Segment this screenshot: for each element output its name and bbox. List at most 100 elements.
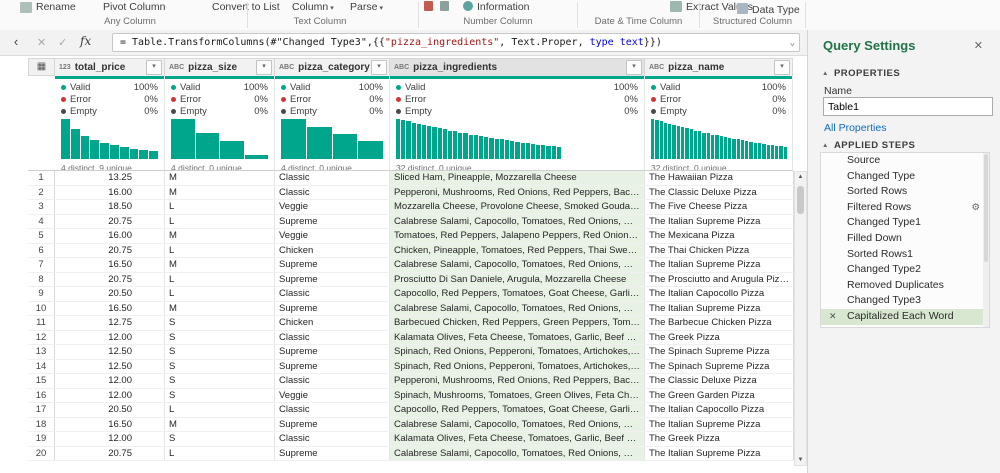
cell-pizza_ingredients[interactable]: Pepperoni, Mushrooms, Red Onions, Red Pe… xyxy=(390,185,645,199)
formula-input[interactable]: = Table.TransformColumns(#"Changed Type3… xyxy=(112,33,800,52)
filter-dropdown-icon[interactable]: ▾ xyxy=(256,60,272,75)
cell-pizza_size[interactable]: S xyxy=(165,374,275,388)
cell-pizza_ingredients[interactable]: Barbecued Chicken, Red Peppers, Green Pe… xyxy=(390,316,645,330)
cell-pizza_size[interactable]: M xyxy=(165,229,275,243)
cell-pizza_name[interactable]: The Italian Supreme Pizza xyxy=(645,417,794,431)
cell-pizza_name[interactable]: The Green Garden Pizza xyxy=(645,388,794,402)
filter-dropdown-icon[interactable]: ▾ xyxy=(371,60,387,75)
cell-total_price[interactable]: 16.50 xyxy=(55,417,165,431)
cell-pizza_ingredients[interactable]: Kalamata Olives, Feta Cheese, Tomatoes, … xyxy=(390,432,645,446)
all-properties-link[interactable]: All Properties xyxy=(824,122,887,134)
applied-steps-section-header[interactable]: ▲ APPLIED STEPS xyxy=(822,140,915,151)
ribbon-button-column[interactable]: Column ▾ xyxy=(292,1,334,13)
cell-pizza_size[interactable]: S xyxy=(165,330,275,344)
cell-pizza_name[interactable]: The Five Cheese Pizza xyxy=(645,200,794,214)
applied-step-changed-type[interactable]: Changed Type xyxy=(821,169,989,185)
applied-step-capitalized-each-word[interactable]: ✕ Capitalized Each Word xyxy=(821,308,989,325)
cell-pizza_category[interactable]: Supreme xyxy=(275,359,390,373)
cell-pizza_name[interactable]: The Italian Capocollo Pizza xyxy=(645,403,794,417)
query-name-input[interactable] xyxy=(823,97,993,116)
cell-pizza_ingredients[interactable]: Calabrese Salami, Capocollo, Tomatoes, R… xyxy=(390,301,645,315)
cell-pizza_category[interactable]: Veggie xyxy=(275,229,390,243)
cell-pizza_size[interactable]: M xyxy=(165,417,275,431)
cell-total_price[interactable]: 12.00 xyxy=(55,388,165,402)
cell-total_price[interactable]: 20.75 xyxy=(55,446,165,460)
cell-pizza_ingredients[interactable]: Spinach, Red Onions, Pepperoni, Tomatoes… xyxy=(390,345,645,359)
cell-pizza_category[interactable]: Supreme xyxy=(275,417,390,431)
cell-pizza_ingredients[interactable]: Capocollo, Red Peppers, Tomatoes, Goat C… xyxy=(390,403,645,417)
filter-dropdown-icon[interactable]: ▾ xyxy=(626,60,642,75)
scrollbar-thumb[interactable] xyxy=(984,154,988,262)
cell-pizza_size[interactable]: M xyxy=(165,258,275,272)
applied-step-changed-type3[interactable]: Changed Type3 xyxy=(821,293,989,309)
ribbon-button-pivot-column[interactable]: Pivot Column xyxy=(103,1,166,13)
cell-pizza_ingredients[interactable]: Kalamata Olives, Feta Cheese, Tomatoes, … xyxy=(390,330,645,344)
cell-pizza_ingredients[interactable]: Pepperoni, Mushrooms, Red Onions, Red Pe… xyxy=(390,374,645,388)
cell-total_price[interactable]: 16.00 xyxy=(55,229,165,243)
cell-pizza_category[interactable]: Classic xyxy=(275,185,390,199)
cell-pizza_category[interactable]: Supreme xyxy=(275,214,390,228)
properties-section-header[interactable]: ▲ PROPERTIES xyxy=(822,68,900,79)
cell-pizza_category[interactable]: Chicken xyxy=(275,243,390,257)
scrollbar-thumb[interactable] xyxy=(797,186,804,214)
cancel-formula-icon[interactable]: ✕ xyxy=(37,37,47,49)
cell-pizza_size[interactable]: S xyxy=(165,359,275,373)
cell-pizza_name[interactable]: The Thai Chicken Pizza xyxy=(645,243,794,257)
cell-pizza_category[interactable]: Veggie xyxy=(275,388,390,402)
scroll-up-icon[interactable]: ▲ xyxy=(797,174,804,180)
steps-scrollbar[interactable] xyxy=(983,153,989,327)
applied-step-sorted-rows[interactable]: Sorted Rows xyxy=(821,184,989,200)
cell-pizza_name[interactable]: The Hawaiian Pizza xyxy=(645,171,794,185)
cell-pizza_name[interactable]: The Spinach Supreme Pizza xyxy=(645,345,794,359)
ribbon-button-parse[interactable]: Parse ▾ xyxy=(350,1,383,13)
cell-pizza_size[interactable]: S xyxy=(165,388,275,402)
cell-total_price[interactable]: 20.50 xyxy=(55,403,165,417)
cell-pizza_category[interactable]: Classic xyxy=(275,287,390,301)
cell-total_price[interactable]: 12.50 xyxy=(55,359,165,373)
cell-pizza_ingredients[interactable]: Capocollo, Red Peppers, Tomatoes, Goat C… xyxy=(390,287,645,301)
cell-pizza_size[interactable]: L xyxy=(165,287,275,301)
ribbon-button-convert-to-list[interactable]: Convert to List xyxy=(212,1,280,13)
cell-pizza_name[interactable]: The Barbecue Chicken Pizza xyxy=(645,316,794,330)
cell-total_price[interactable]: 16.50 xyxy=(55,301,165,315)
applied-step-changed-type1[interactable]: Changed Type1 xyxy=(821,215,989,231)
applied-step-source[interactable]: Source xyxy=(821,153,989,169)
column-histogram[interactable] xyxy=(651,119,787,159)
cell-pizza_size[interactable]: S xyxy=(165,345,275,359)
cell-pizza_size[interactable]: S xyxy=(165,316,275,330)
cell-pizza_ingredients[interactable]: Prosciutto Di San Daniele, Arugula, Mozz… xyxy=(390,272,645,286)
cell-pizza_category[interactable]: Supreme xyxy=(275,272,390,286)
cell-total_price[interactable]: 20.75 xyxy=(55,214,165,228)
cell-pizza_name[interactable]: The Italian Supreme Pizza xyxy=(645,301,794,315)
ribbon-button-extract-values[interactable]: Extract Values xyxy=(686,1,753,13)
column-header-total-price[interactable]: 123 total_price ▾ xyxy=(55,58,165,76)
column-header-pizza-size[interactable]: ABC pizza_size ▾ xyxy=(165,58,275,76)
column-header-pizza-category[interactable]: ABC pizza_category ▾ xyxy=(275,58,390,76)
applied-step-sorted-rows1[interactable]: Sorted Rows1 xyxy=(821,247,989,263)
collapse-queries-pane-button[interactable]: ‹ xyxy=(13,34,19,49)
close-icon[interactable]: ✕ xyxy=(973,40,983,52)
cell-pizza_category[interactable]: Supreme xyxy=(275,345,390,359)
filter-dropdown-icon[interactable]: ▾ xyxy=(774,60,790,75)
ribbon-button-information[interactable]: Information xyxy=(477,1,530,13)
column-histogram[interactable] xyxy=(61,119,158,159)
delete-step-icon[interactable]: ✕ xyxy=(829,310,837,321)
cell-total_price[interactable]: 20.75 xyxy=(55,243,165,257)
cell-pizza_ingredients[interactable]: Calabrese Salami, Capocollo, Tomatoes, R… xyxy=(390,446,645,460)
cell-pizza_size[interactable]: L xyxy=(165,200,275,214)
cell-total_price[interactable]: 12.00 xyxy=(55,432,165,446)
applied-step-filtered-rows[interactable]: Filtered Rows ⚙ xyxy=(821,200,989,216)
cell-pizza_ingredients[interactable]: Calabrese Salami, Capocollo, Tomatoes, R… xyxy=(390,417,645,431)
cell-pizza_name[interactable]: The Greek Pizza xyxy=(645,330,794,344)
cell-pizza_ingredients[interactable]: Calabrese Salami, Capocollo, Tomatoes, R… xyxy=(390,258,645,272)
cell-pizza_size[interactable]: L xyxy=(165,272,275,286)
cell-pizza_ingredients[interactable]: Spinach, Red Onions, Pepperoni, Tomatoes… xyxy=(390,359,645,373)
applied-step-filled-down[interactable]: Filled Down xyxy=(821,231,989,247)
column-header-pizza-name[interactable]: ABC pizza_name ▾ xyxy=(645,58,793,76)
cell-pizza_size[interactable]: L xyxy=(165,446,275,460)
cell-pizza_category[interactable]: Veggie xyxy=(275,200,390,214)
cell-pizza_name[interactable]: The Mexicana Pizza xyxy=(645,229,794,243)
cell-pizza_name[interactable]: The Classic Deluxe Pizza xyxy=(645,374,794,388)
cell-pizza_name[interactable]: The Italian Supreme Pizza xyxy=(645,446,794,460)
cell-pizza_name[interactable]: The Prosciutto and Arugula Pizza xyxy=(645,272,794,286)
